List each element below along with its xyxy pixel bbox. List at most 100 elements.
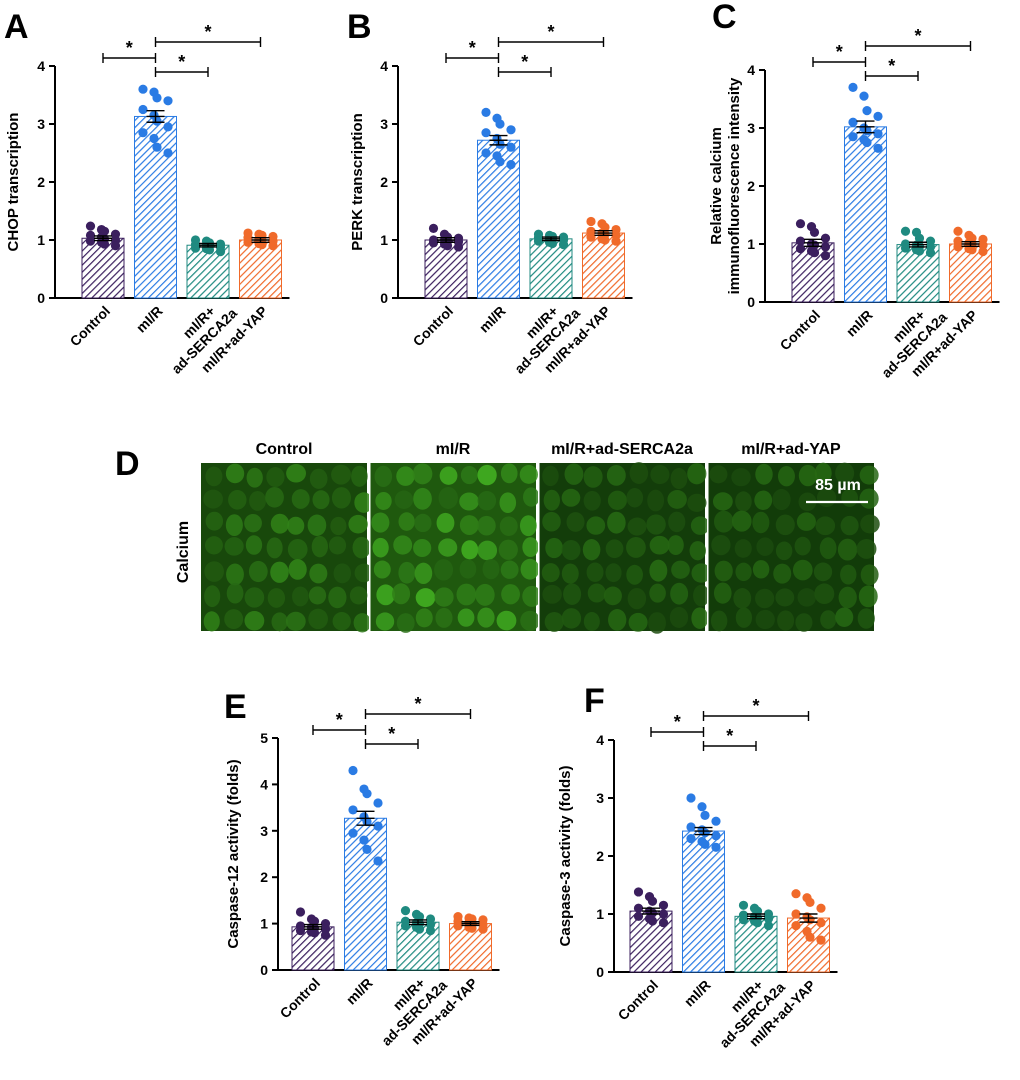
data-point <box>700 828 710 838</box>
data-point <box>359 835 369 845</box>
significance-star: * <box>888 56 895 76</box>
cell-blob <box>860 514 880 534</box>
cell-blob <box>438 538 458 557</box>
data-point <box>428 223 439 233</box>
data-point <box>738 915 749 925</box>
micrograph-image-3 <box>708 462 880 632</box>
cell-blob <box>542 465 559 487</box>
cell-blob <box>398 512 415 531</box>
y-tick-label: 3 <box>596 790 604 806</box>
cell-blob <box>561 488 581 507</box>
cell-blob <box>797 588 817 607</box>
data-point <box>481 107 491 117</box>
cell-blob <box>331 464 352 485</box>
cell-blob <box>819 537 837 560</box>
cell-blob <box>648 612 666 634</box>
y-axis-title: Relative calciumimmunofluorescence inten… <box>708 77 743 294</box>
x-tick-label-line: mI/R <box>133 303 166 336</box>
panel-letter-D: D <box>115 445 140 483</box>
micrograph-column-title-0: Control <box>256 441 313 458</box>
significance-star: * <box>674 712 681 732</box>
y-tick-label: 3 <box>380 116 388 132</box>
cell-blob <box>734 539 752 558</box>
cell-blob <box>311 535 328 558</box>
data-point <box>495 157 505 167</box>
cell-blob <box>608 608 627 631</box>
x-tick-label: Control <box>277 975 324 1022</box>
data-point <box>816 935 826 945</box>
cell-blob <box>522 537 539 557</box>
cell-blob <box>691 563 712 583</box>
cell-blob <box>459 559 477 579</box>
panel-letter-E: E <box>224 688 247 726</box>
data-point <box>873 111 883 121</box>
y-tick-label: 4 <box>260 776 268 792</box>
cell-blob <box>205 511 224 531</box>
cell-blob <box>773 563 792 584</box>
cell-blob <box>244 611 265 631</box>
cell-blob <box>249 491 267 511</box>
cell-blob <box>477 607 495 628</box>
y-tick-label: 4 <box>596 732 604 748</box>
data-point <box>791 909 801 919</box>
cell-blob <box>711 534 731 556</box>
y-axis-title: Caspase-3 activity (folds) <box>557 766 574 947</box>
cell-blob <box>777 466 795 487</box>
y-tick-label: 2 <box>747 178 755 194</box>
data-point <box>442 241 453 251</box>
significance-star: * <box>914 26 921 46</box>
cell-blob <box>308 608 328 630</box>
cell-blob <box>603 586 622 606</box>
data-point <box>752 918 763 928</box>
cell-blob <box>349 586 368 605</box>
cell-blob <box>627 587 647 610</box>
cell-blob <box>650 465 670 485</box>
data-point <box>163 96 173 106</box>
data-point <box>138 104 148 115</box>
cell-blob <box>353 613 371 633</box>
cell-blob <box>627 517 647 536</box>
data-point <box>967 245 977 255</box>
data-point <box>138 128 148 138</box>
data-point <box>711 842 721 852</box>
cell-blob <box>586 562 604 583</box>
y-tick-label: 1 <box>747 236 755 252</box>
cell-blob <box>796 512 816 531</box>
cell-blob <box>837 538 858 561</box>
y-tick-label: 1 <box>596 906 604 922</box>
cell-blob <box>840 564 857 585</box>
micrograph-column-title-3: mI/R+ad-YAP <box>741 441 841 458</box>
cell-blob <box>731 510 752 532</box>
data-point <box>309 928 320 938</box>
cell-blob <box>649 583 666 603</box>
cell-blob <box>244 587 265 608</box>
x-tick-label: Control <box>615 977 662 1024</box>
cell-blob <box>498 539 518 560</box>
cell-blob <box>226 582 244 604</box>
data-point <box>647 896 658 906</box>
panel-letter-A: A <box>4 8 29 46</box>
y-tick-label: 0 <box>37 290 45 306</box>
data-point <box>862 137 872 148</box>
image-divider <box>707 463 709 631</box>
cell-blob <box>348 514 368 534</box>
cell-blob <box>286 464 306 483</box>
cell-blob <box>755 463 773 485</box>
cell-blob <box>859 488 879 509</box>
cell-blob <box>735 491 752 512</box>
cell-blob <box>735 562 752 582</box>
data-point <box>795 219 806 229</box>
data-point <box>848 132 858 142</box>
cell-blob <box>605 539 624 559</box>
data-point <box>506 160 516 170</box>
x-tick-label-line: Control <box>277 975 324 1022</box>
cell-blob <box>713 582 732 604</box>
x-tick-label-line: mI/R <box>476 303 509 336</box>
cell-blob <box>459 492 479 511</box>
cell-blob <box>858 585 878 608</box>
cell-blob <box>860 564 879 586</box>
cell-blob <box>204 536 223 555</box>
data-point <box>138 84 148 94</box>
cell-blob <box>629 462 649 484</box>
cell-blob <box>499 492 517 514</box>
